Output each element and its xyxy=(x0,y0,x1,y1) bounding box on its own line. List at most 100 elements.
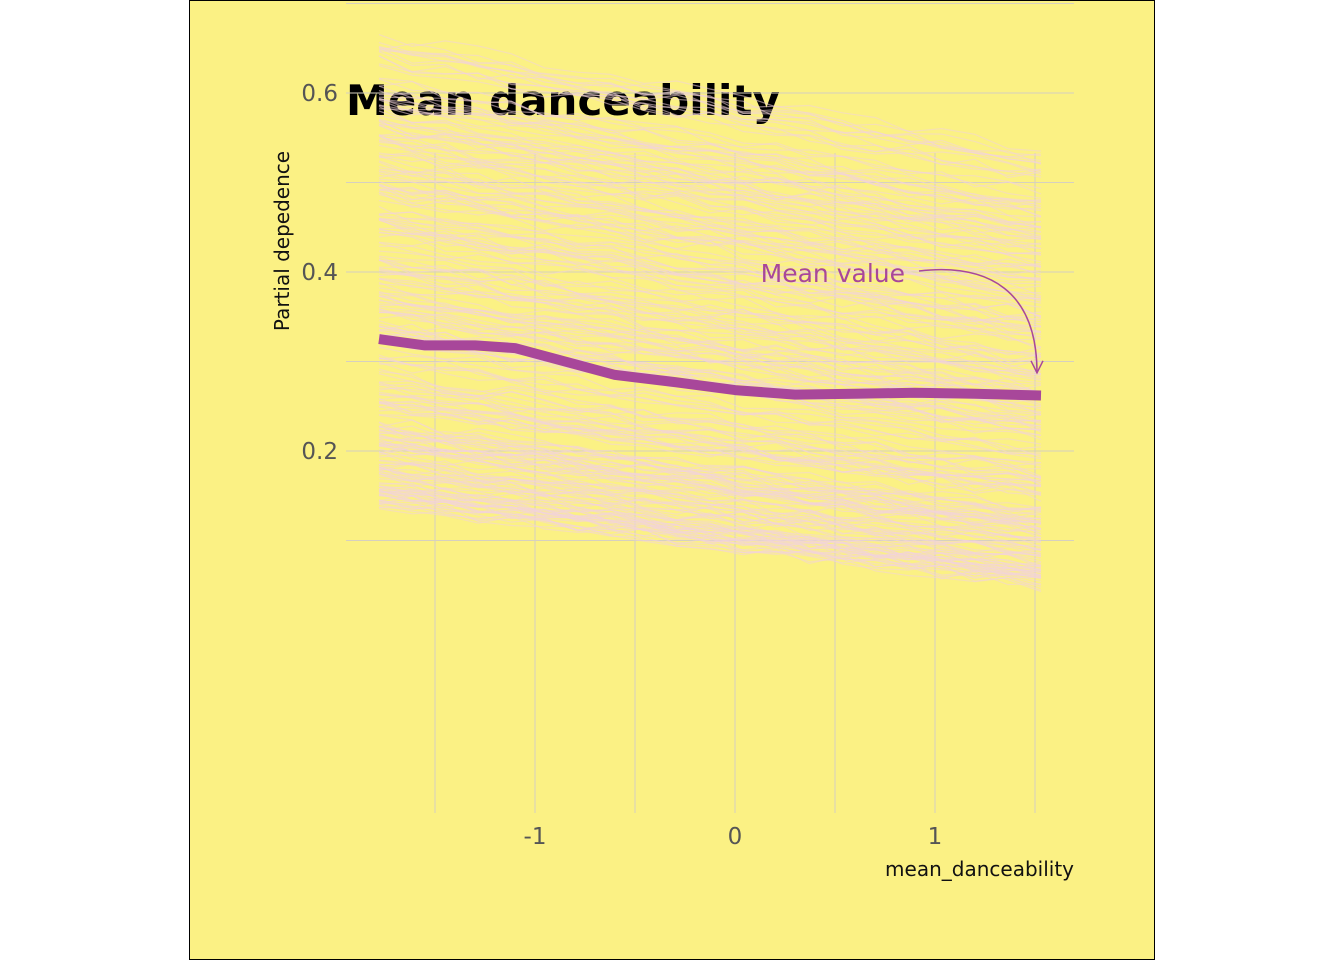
ice-curve xyxy=(378,405,1042,494)
x-axis-label: mean_danceability xyxy=(885,857,1074,881)
ice-curve xyxy=(378,308,1042,408)
ice-curve xyxy=(378,161,1042,277)
ice-curve xyxy=(378,355,1042,445)
ice-curve xyxy=(378,120,1042,239)
ice-curve xyxy=(378,134,1042,246)
ice-curve xyxy=(378,96,1042,208)
ice-curve xyxy=(378,178,1042,282)
ice-curve xyxy=(378,242,1042,348)
ice-curve xyxy=(378,500,1042,579)
ice-curve xyxy=(378,395,1042,485)
ice-curve xyxy=(378,472,1042,568)
ice-curve xyxy=(378,494,1042,579)
ice-curve xyxy=(378,421,1042,510)
ice-curve xyxy=(378,485,1042,576)
ice-curve xyxy=(378,227,1042,323)
ice-curve xyxy=(378,231,1042,339)
ice-curve xyxy=(378,475,1042,560)
ice-curve xyxy=(378,340,1042,441)
ice-curve xyxy=(378,490,1042,572)
ice-curve xyxy=(378,361,1042,460)
ice-curve xyxy=(378,63,1042,178)
ice-curve xyxy=(378,170,1042,266)
ice-curve xyxy=(378,258,1042,363)
ice-curve xyxy=(378,371,1042,467)
ice-curve xyxy=(378,135,1042,249)
ice-curve xyxy=(378,168,1042,280)
ice-curve xyxy=(378,419,1042,511)
ice-curve xyxy=(378,136,1042,241)
ice-curve xyxy=(378,278,1042,374)
ice-curve xyxy=(378,255,1042,356)
ice-curve xyxy=(378,452,1042,542)
ice-curve xyxy=(378,494,1042,579)
ice-curve xyxy=(378,432,1042,520)
ice-curve xyxy=(378,425,1042,516)
ice-curve xyxy=(378,205,1042,317)
ice-curves xyxy=(378,34,1042,593)
ice-curve xyxy=(378,323,1042,422)
ice-curve xyxy=(378,122,1042,233)
ice-curve xyxy=(378,55,1042,172)
ice-curve xyxy=(378,144,1042,256)
ice-curve xyxy=(379,463,1042,548)
ice-curve xyxy=(378,34,1042,152)
x-tick-label: 1 xyxy=(928,824,943,850)
mean-value-annotation: Mean value xyxy=(761,259,1044,375)
ice-curve xyxy=(378,80,1042,189)
ice-curve xyxy=(378,426,1042,509)
ice-curve xyxy=(378,482,1042,566)
ice-curve xyxy=(378,115,1042,229)
ice-curve xyxy=(378,303,1042,395)
ice-curve xyxy=(378,503,1042,591)
ice-curve xyxy=(378,245,1042,341)
y-tick-label: 0.6 xyxy=(301,81,338,107)
ice-curve xyxy=(378,295,1042,393)
ice-curve xyxy=(378,199,1042,304)
mean-series xyxy=(378,334,1042,401)
ice-curve xyxy=(378,462,1042,541)
ice-curve xyxy=(378,119,1042,229)
ice-curve xyxy=(378,443,1042,524)
ice-curve xyxy=(378,229,1042,333)
annotation-arrow xyxy=(918,269,1038,373)
ice-curve xyxy=(378,48,1042,158)
ice-curve xyxy=(378,219,1042,321)
ice-curve xyxy=(378,189,1042,298)
ice-curve xyxy=(378,295,1042,394)
ice-curve xyxy=(378,278,1042,381)
ice-curve xyxy=(378,99,1042,218)
ice-curve xyxy=(378,428,1042,520)
x-tick-label: 0 xyxy=(728,824,743,850)
chart-svg: Mean danceability -1 0 1 0.20.40.6 mean_da… xyxy=(270,3,1074,881)
ice-curve xyxy=(378,135,1042,248)
ice-curve xyxy=(378,380,1042,467)
ice-curve xyxy=(378,256,1042,354)
y-tick-label: 0.4 xyxy=(301,260,338,286)
ice-curve xyxy=(378,508,1042,593)
ice-curve xyxy=(378,77,1042,195)
annotation-text: Mean value xyxy=(761,259,905,288)
ice-curve xyxy=(378,46,1042,173)
ice-curve xyxy=(378,486,1042,572)
ice-curve xyxy=(378,446,1042,533)
ice-curve xyxy=(378,108,1042,218)
ice-curve xyxy=(378,152,1042,263)
ice-curve xyxy=(378,267,1042,375)
ice-curve xyxy=(378,180,1042,290)
ice-curve xyxy=(378,441,1042,530)
ice-curve xyxy=(378,119,1042,226)
ice-curve xyxy=(378,217,1042,318)
ice-curve xyxy=(378,468,1042,556)
ice-curve xyxy=(378,357,1042,456)
plot-background: Mean danceability -1 0 1 0.2 0.4 0.6 mean_da… xyxy=(189,0,1155,960)
ice-curve xyxy=(378,463,1042,555)
ice-curve xyxy=(378,494,1042,575)
ice-curve xyxy=(378,239,1042,333)
ice-curve xyxy=(378,368,1042,464)
ice-curve xyxy=(378,211,1042,318)
x-tick-labels: -1 0 1 xyxy=(524,824,943,850)
y-axis-label: Partial depedence xyxy=(270,151,294,331)
ice-curve xyxy=(378,307,1042,404)
ice-curve xyxy=(378,385,1042,480)
